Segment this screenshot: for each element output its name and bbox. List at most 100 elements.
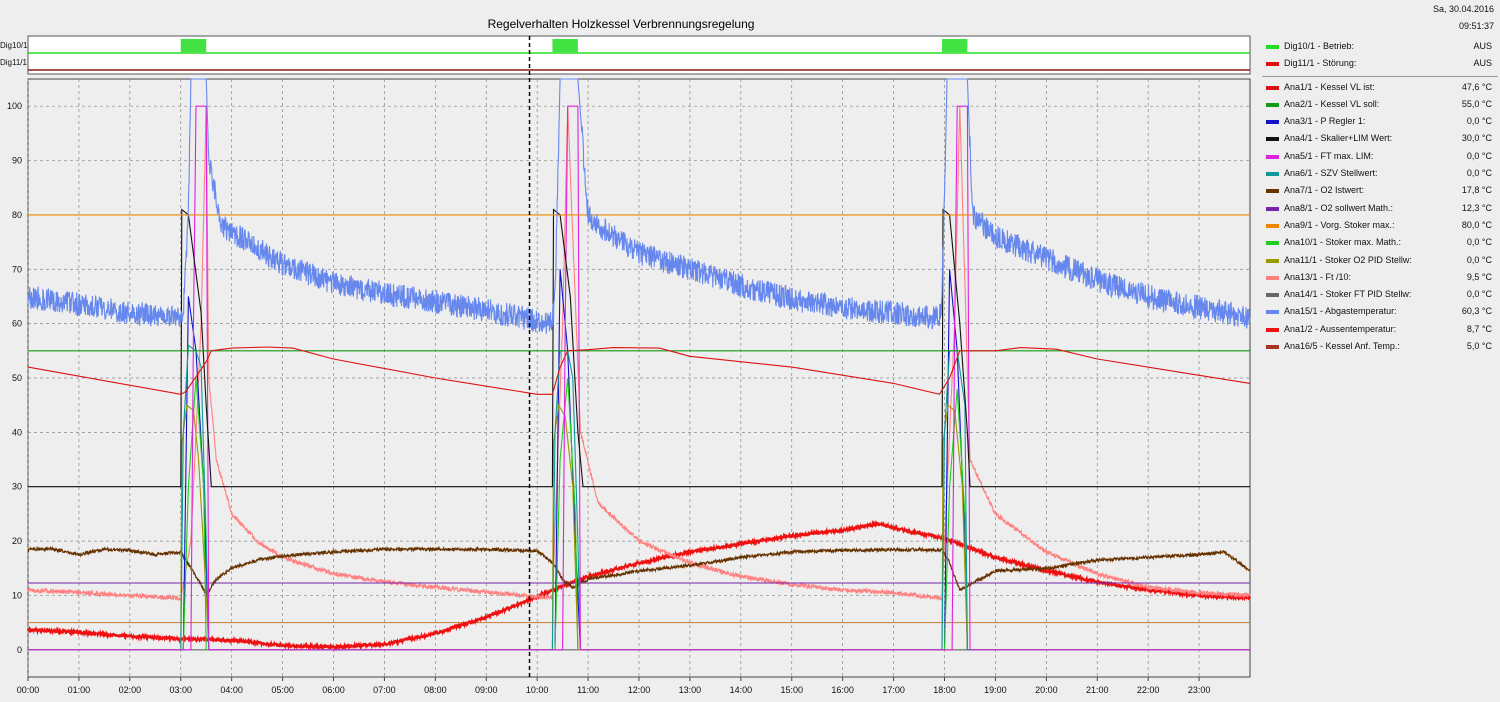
- legend-row-analog: Ana8/1 - O2 sollwert Math.: 12,3 °C: [1262, 200, 1498, 217]
- legend-swatch: [1266, 241, 1279, 246]
- legend-swatch: [1266, 137, 1279, 142]
- legend-swatch: [1266, 154, 1279, 159]
- legend-value: 0,0 °C: [1466, 150, 1492, 161]
- legend-separator: [1262, 75, 1498, 77]
- legend-value: 80,0 °C: [1461, 219, 1492, 230]
- x-tick-label: 06:00: [322, 685, 345, 695]
- header-date: Sa, 30.04.2016: [1432, 4, 1494, 14]
- legend-swatch: [1266, 275, 1279, 280]
- series-line-Ana13-1: [27, 106, 1251, 602]
- legend-label: Ana10/1 - Stoker max. Math.:: [1284, 237, 1402, 248]
- x-tick-label: 21:00: [1086, 685, 1109, 695]
- x-tick-label: 16:00: [831, 685, 854, 695]
- legend-value: 60,3 °C: [1461, 306, 1492, 317]
- legend-value: 0,0 °C: [1466, 237, 1492, 248]
- chart-title: Regelverhalten Holzkessel Verbrennungsre…: [488, 17, 755, 31]
- legend-row-analog: Ana3/1 - P Regler 1: 0,0 °C: [1262, 113, 1498, 130]
- digital-track-frame: [27, 35, 1251, 75]
- legend-label: Ana6/1 - SZV Stellwert:: [1284, 168, 1378, 179]
- legend-swatch: [1266, 327, 1279, 332]
- x-tick-label: 11:00: [577, 685, 599, 695]
- legend-value: 0,0 °C: [1466, 254, 1492, 265]
- legend-swatch: [1266, 310, 1279, 315]
- legend-row-analog: Ana1/1 - Kessel VL ist: 47,6 °C: [1262, 79, 1498, 96]
- legend-value: 55,0 °C: [1461, 98, 1492, 109]
- series-line-Ana7-1: [27, 545, 1251, 597]
- legend-row-analog: Ana16/5 - Kessel Anf. Temp.: 5,0 °C: [1262, 338, 1498, 355]
- x-tick-label: 20:00: [1035, 685, 1058, 695]
- x-tick-label: 10:00: [526, 685, 549, 695]
- legend-value: 0,0 °C: [1466, 289, 1492, 300]
- legend-value: AUS: [1473, 41, 1492, 51]
- legend-label: Ana7/1 - O2 Istwert:: [1284, 185, 1365, 196]
- digital-track-label: Dig11/1: [0, 58, 28, 67]
- legend-row-digital: Dig10/1 - Betrieb: AUS: [1262, 38, 1498, 55]
- legend-value: 0,0 °C: [1466, 116, 1492, 127]
- legend-value: 17,8 °C: [1461, 185, 1492, 196]
- x-tick-label: 03:00: [169, 685, 192, 695]
- y-tick-label: 0: [17, 645, 22, 655]
- x-tick-label: 14:00: [730, 685, 753, 695]
- chart: Regelverhalten Holzkessel Verbrennungsre…: [0, 17, 1251, 695]
- legend-label: Ana4/1 - Skalier+LIM Wert:: [1284, 133, 1393, 144]
- x-tick-label: 15:00: [780, 685, 803, 695]
- x-tick-label: 17:00: [882, 685, 905, 695]
- series-line-Ana4-1: [28, 208, 1250, 488]
- x-tick-label: 02:00: [119, 685, 142, 695]
- x-tick-label: 18:00: [933, 685, 956, 695]
- legend-panel: Dig10/1 - Betrieb: AUS Dig11/1 - Störung: A…: [1262, 38, 1498, 355]
- legend-swatch: [1266, 102, 1279, 107]
- legend-row-analog: Ana14/1 - Stoker FT PID Stellw: 0,0 °C: [1262, 286, 1498, 303]
- y-tick-label: 20: [12, 536, 22, 546]
- legend-row-digital: Dig11/1 - Störung: AUS: [1262, 55, 1498, 72]
- legend-label: Ana14/1 - Stoker FT PID Stellw:: [1284, 289, 1412, 300]
- digital-track-area: Dig10/1 Dig11/1: [0, 35, 1251, 75]
- legend-swatch: [1266, 172, 1279, 177]
- y-tick-label: 60: [12, 319, 22, 329]
- legend-swatch: [1266, 293, 1279, 298]
- legend-row-analog: Ana13/1 - Ft /10: 9,5 °C: [1262, 269, 1498, 286]
- legend-row-analog: Ana9/1 - Vorg. Stoker max.: 80,0 °C: [1262, 217, 1498, 234]
- legend-label: Ana2/1 - Kessel VL soll:: [1284, 98, 1380, 109]
- y-tick-label: 50: [12, 373, 22, 383]
- legend-swatch: [1266, 189, 1279, 194]
- legend-swatch: [1266, 345, 1279, 350]
- series-line-Ana1-1: [27, 346, 1251, 395]
- x-tick-label: 07:00: [373, 685, 396, 695]
- plot-area: 0 10 20 30 40 50 60 70 80 90 100 00:00 01:00 02:00 03:…: [7, 36, 1251, 695]
- legend-label: Ana16/5 - Kessel Anf. Temp.:: [1284, 341, 1400, 352]
- legend-digital-group: Dig10/1 - Betrieb: AUS Dig11/1 - Störung: A…: [1262, 38, 1498, 73]
- x-tick-label: 12:00: [628, 685, 651, 695]
- x-tick-label: 01:00: [68, 685, 91, 695]
- legend-swatch: [1266, 223, 1279, 228]
- legend-row-analog: Ana2/1 - Kessel VL soll: 55,0 °C: [1262, 96, 1498, 113]
- legend-label: Ana8/1 - O2 sollwert Math.:: [1284, 202, 1394, 213]
- legend-value: 9,5 °C: [1466, 271, 1492, 282]
- legend-swatch: [1266, 62, 1279, 67]
- legend-swatch: [1266, 45, 1279, 49]
- x-tick-label: 08:00: [424, 685, 447, 695]
- legend-row-analog: Ana11/1 - Stoker O2 PID Stellw: 0,0 °C: [1262, 252, 1498, 269]
- legend-label: Ana5/1 - FT max. LIM:: [1284, 150, 1374, 161]
- x-tick-label: 13:00: [679, 685, 702, 695]
- legend-analog-group: Ana1/1 - Kessel VL ist: 47,6 °C Ana2/1 - K…: [1262, 79, 1498, 356]
- y-tick-label: 40: [12, 427, 22, 437]
- legend-swatch: [1266, 120, 1279, 125]
- series-line-Ana1-2: [27, 519, 1251, 652]
- legend-label: Ana9/1 - Vorg. Stoker max.:: [1284, 219, 1395, 230]
- legend-value: 0,0 °C: [1466, 168, 1492, 179]
- legend-label: Dig11/1 - Störung:: [1284, 58, 1357, 69]
- legend-value: 47,6 °C: [1461, 81, 1492, 92]
- header-time: 09:51:37: [1458, 21, 1494, 31]
- legend-label: Ana11/1 - Stoker O2 PID Stellw:: [1284, 254, 1412, 265]
- legend-value: 5,0 °C: [1466, 341, 1492, 352]
- digital-pulse: [180, 39, 207, 52]
- digital-pulse: [552, 39, 578, 52]
- legend-value: 8,7 °C: [1466, 323, 1492, 334]
- y-tick-label: 90: [12, 156, 22, 166]
- digital-track-label: Dig10/1: [0, 41, 28, 50]
- series-line-Ana11-1: [28, 403, 1250, 651]
- y-tick-label: 80: [12, 210, 22, 220]
- legend-row-analog: Ana5/1 - FT max. LIM: 0,0 °C: [1262, 148, 1498, 165]
- legend-label: Ana1/2 - Aussentemperatur:: [1284, 323, 1397, 334]
